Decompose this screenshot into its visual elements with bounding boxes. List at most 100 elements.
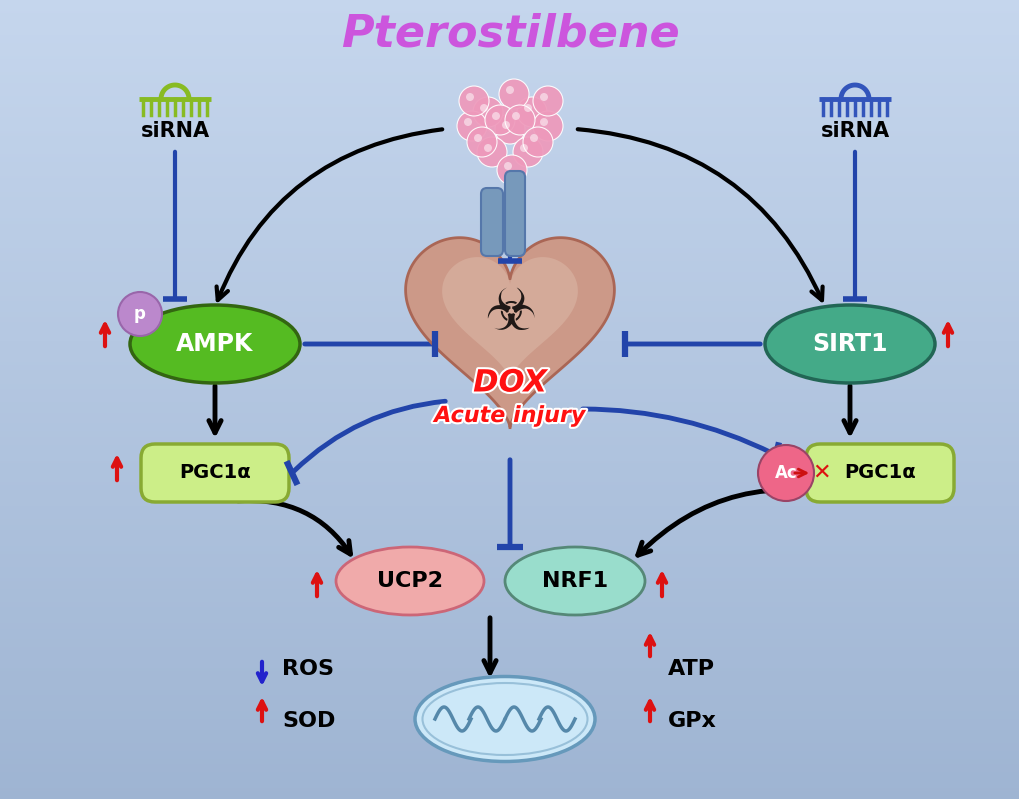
Bar	[0, 30, 1019, 32]
Circle shape	[530, 134, 537, 142]
Bar	[0, 605, 1019, 607]
Bar	[0, 70, 1019, 72]
Bar	[0, 224, 1019, 226]
Bar	[0, 130, 1019, 133]
Bar	[0, 661, 1019, 663]
Bar	[0, 80, 1019, 82]
Bar	[0, 154, 1019, 157]
Bar	[0, 400, 1019, 402]
Ellipse shape	[129, 305, 300, 383]
Circle shape	[539, 93, 547, 101]
Bar	[0, 671, 1019, 674]
Bar	[0, 639, 1019, 642]
Bar	[0, 679, 1019, 682]
Bar	[0, 184, 1019, 186]
Bar	[0, 365, 1019, 368]
Bar	[0, 663, 1019, 666]
Circle shape	[466, 93, 474, 101]
Text: ATP: ATP	[667, 659, 714, 679]
Bar	[0, 54, 1019, 56]
Bar	[0, 562, 1019, 565]
Bar	[0, 93, 1019, 96]
Bar	[0, 114, 1019, 117]
Bar	[0, 557, 1019, 559]
Bar	[0, 170, 1019, 173]
Bar	[0, 727, 1019, 729]
Bar	[0, 578, 1019, 581]
Text: p: p	[133, 305, 146, 323]
Circle shape	[118, 292, 162, 336]
Text: SIRT1: SIRT1	[811, 332, 887, 356]
Bar	[0, 765, 1019, 767]
Bar	[0, 14, 1019, 16]
Bar	[0, 695, 1019, 698]
Bar	[0, 122, 1019, 125]
Bar	[0, 146, 1019, 149]
Bar	[0, 40, 1019, 42]
Bar	[0, 634, 1019, 637]
Bar	[0, 181, 1019, 184]
Bar	[0, 650, 1019, 653]
Bar	[0, 719, 1019, 721]
Bar	[0, 717, 1019, 719]
Bar	[0, 501, 1019, 503]
Bar	[0, 546, 1019, 549]
Bar	[0, 509, 1019, 511]
Bar	[0, 693, 1019, 695]
Bar	[0, 573, 1019, 575]
Bar	[0, 729, 1019, 733]
Bar	[0, 248, 1019, 250]
Bar	[0, 745, 1019, 749]
Text: DOX: DOX	[473, 368, 546, 397]
Bar	[0, 42, 1019, 46]
Bar	[0, 221, 1019, 224]
Bar	[0, 354, 1019, 357]
Bar	[0, 455, 1019, 458]
Bar	[0, 194, 1019, 197]
Text: SOD: SOD	[281, 711, 335, 731]
Bar	[0, 106, 1019, 109]
Bar	[0, 549, 1019, 551]
Bar	[0, 394, 1019, 397]
Circle shape	[459, 86, 488, 116]
Bar	[0, 192, 1019, 194]
Bar	[0, 487, 1019, 490]
Bar	[0, 589, 1019, 591]
Bar	[0, 381, 1019, 384]
Bar	[0, 626, 1019, 629]
Bar	[0, 709, 1019, 711]
Bar	[0, 58, 1019, 62]
Bar	[0, 594, 1019, 597]
Bar	[0, 46, 1019, 48]
Bar	[0, 785, 1019, 789]
Bar	[0, 407, 1019, 410]
Bar	[0, 72, 1019, 74]
FancyBboxPatch shape	[481, 188, 502, 256]
Bar	[0, 200, 1019, 202]
Bar	[0, 621, 1019, 623]
Bar	[0, 570, 1019, 573]
Circle shape	[533, 86, 562, 116]
Bar	[0, 90, 1019, 93]
Ellipse shape	[504, 547, 644, 615]
Bar	[0, 293, 1019, 296]
Bar	[0, 615, 1019, 618]
Bar	[0, 384, 1019, 386]
Bar	[0, 511, 1019, 514]
Bar	[0, 437, 1019, 439]
Bar	[0, 378, 1019, 381]
Bar	[0, 205, 1019, 208]
Bar	[0, 62, 1019, 64]
Bar	[0, 397, 1019, 400]
Bar	[0, 741, 1019, 743]
Bar	[0, 368, 1019, 370]
Bar	[0, 186, 1019, 189]
Bar	[0, 370, 1019, 373]
Circle shape	[473, 97, 502, 127]
Bar	[0, 519, 1019, 522]
FancyBboxPatch shape	[504, 171, 525, 256]
Bar	[0, 109, 1019, 112]
Bar	[0, 218, 1019, 221]
Bar	[0, 793, 1019, 797]
Bar	[0, 426, 1019, 429]
